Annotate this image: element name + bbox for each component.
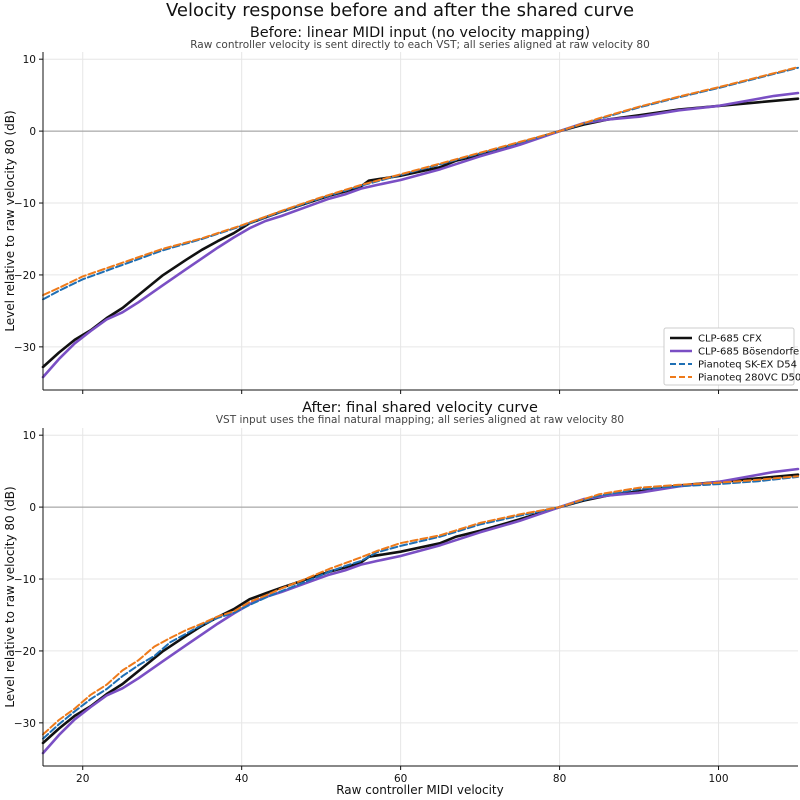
after-series-line-2 <box>41 467 800 755</box>
legend-entry-4: Pianoteq 280VC D50 <box>698 373 800 384</box>
before-y-tick-label: −30 <box>14 342 36 354</box>
after-panel-title: After: final shared velocity curve <box>302 400 538 416</box>
after-panel-subtitle: VST input uses the final natural mapping… <box>216 414 624 426</box>
after-y-tick-label: −10 <box>14 574 36 586</box>
legend-entry-1: CLP-685 CFX <box>698 334 762 345</box>
before-series-group <box>41 66 800 379</box>
legend-entry-3: Pianoteq SK-EX D54 <box>698 360 797 371</box>
after-y-axis-label: Level relative to raw velocity 80 (dB) <box>3 486 17 707</box>
after-x-tick-label: 40 <box>235 773 248 785</box>
after-x-tick-label: 60 <box>394 773 407 785</box>
after-series-line-1 <box>41 473 800 745</box>
before-series-line-2 <box>41 91 800 379</box>
after-y-tick-label: −20 <box>14 646 36 658</box>
x-axis-label: Raw controller MIDI velocity <box>336 783 504 797</box>
before-panel-title: Before: linear MIDI input (no velocity m… <box>250 25 590 41</box>
after-panel: After: final shared velocity curve VST i… <box>3 400 800 785</box>
before-series-line-4 <box>42 66 799 297</box>
after-y-tick-label: −30 <box>14 718 36 730</box>
after-y-tick-label: 10 <box>23 430 36 442</box>
after-x-tick-label: 100 <box>709 773 729 785</box>
after-series-line-3 <box>42 475 799 740</box>
legend-entry-2: CLP-685 Bösendorfer <box>698 347 800 358</box>
after-series-line-4 <box>42 475 799 736</box>
before-series-line-1 <box>41 97 800 369</box>
before-y-axis-label: Level relative to raw velocity 80 (dB) <box>3 110 17 331</box>
before-y-tick-label: −10 <box>14 198 36 210</box>
after-x-tick-label: 80 <box>553 773 566 785</box>
after-gridlines <box>43 428 798 766</box>
legend-frame <box>663 327 795 386</box>
before-y-tick-label: 0 <box>29 126 36 138</box>
figure-title: Velocity response before and after the s… <box>166 0 634 21</box>
after-x-tick-label: 20 <box>76 773 89 785</box>
before-ticks: 10 0 −10 −20 −30 <box>14 54 720 394</box>
legend: CLP-685 CFX CLP-685 Bösendorfer Pianoteq S… <box>663 327 800 386</box>
before-y-tick-label: −20 <box>14 270 36 282</box>
before-y-tick-label: 10 <box>23 54 36 66</box>
after-y-tick-label: 0 <box>29 502 36 514</box>
after-series-group <box>41 467 800 755</box>
before-panel: Before: linear MIDI input (no velocity m… <box>3 25 800 394</box>
before-panel-subtitle: Raw controller velocity is sent directly… <box>190 39 650 51</box>
before-series-line-3 <box>42 66 799 301</box>
